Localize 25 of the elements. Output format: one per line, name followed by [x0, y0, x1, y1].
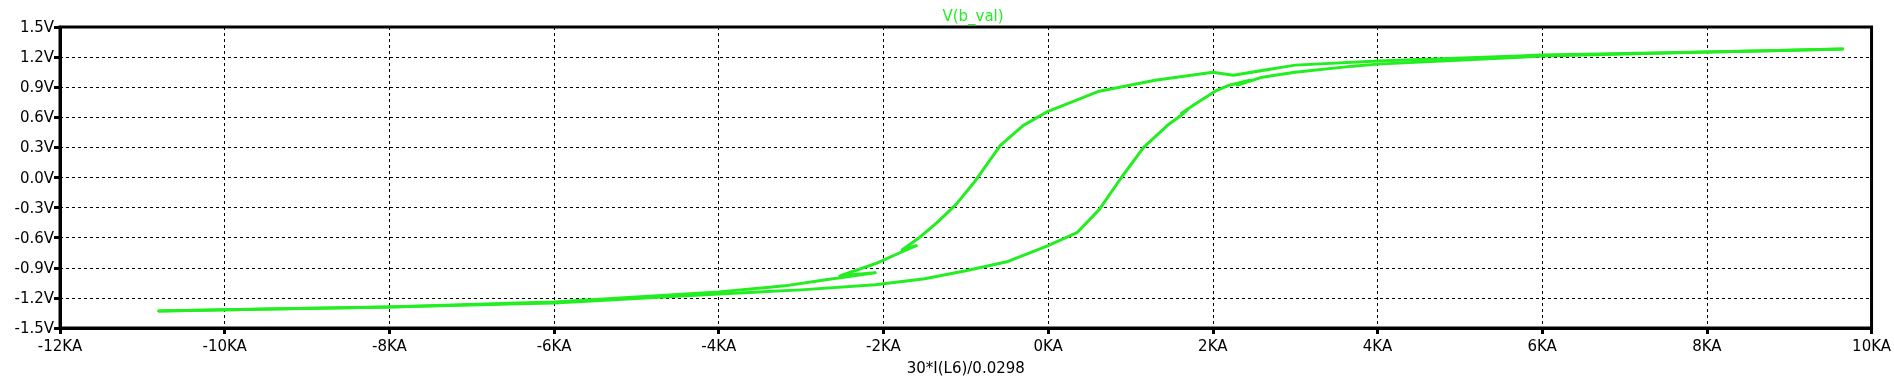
x-tick-label: 6KA	[1527, 336, 1558, 355]
y-tick-label: -0.3V	[14, 198, 55, 217]
x-tick-label: 8KA	[1692, 336, 1723, 355]
y-tick-label: 0.3V	[19, 138, 55, 157]
x-axis-title: 30*I(L6)/0.0298	[906, 358, 1025, 377]
x-tick-label: -4KA	[701, 336, 737, 355]
y-tick-label: -0.6V	[14, 228, 55, 247]
x-tick-label: -10KA	[202, 336, 248, 355]
x-tick-label: -2KA	[866, 336, 902, 355]
y-tick-label: -0.9V	[14, 258, 55, 277]
y-tick-label: -1.2V	[14, 288, 55, 307]
y-tick-label: -1.5V	[14, 319, 55, 337]
y-tick-label: 1.5V	[19, 18, 55, 36]
x-tick-label: 4KA	[1362, 336, 1393, 355]
x-tick-label: -6KA	[536, 336, 573, 355]
y-tick-label: 1.2V	[19, 48, 55, 67]
x-tick-label: -8KA	[371, 336, 408, 355]
y-tick-label: 0.9V	[19, 78, 55, 97]
x-tick-label: 2KA	[1198, 336, 1229, 355]
x-tick-label: 0KA	[1033, 336, 1064, 355]
y-tick-label: 0.6V	[19, 108, 55, 127]
y-tick-label: 0.0V	[19, 168, 55, 187]
chart-title: V(b_val)	[942, 6, 1004, 26]
x-tick-label: -12KA	[37, 336, 83, 355]
x-tick-label: 10KA	[1852, 336, 1892, 355]
